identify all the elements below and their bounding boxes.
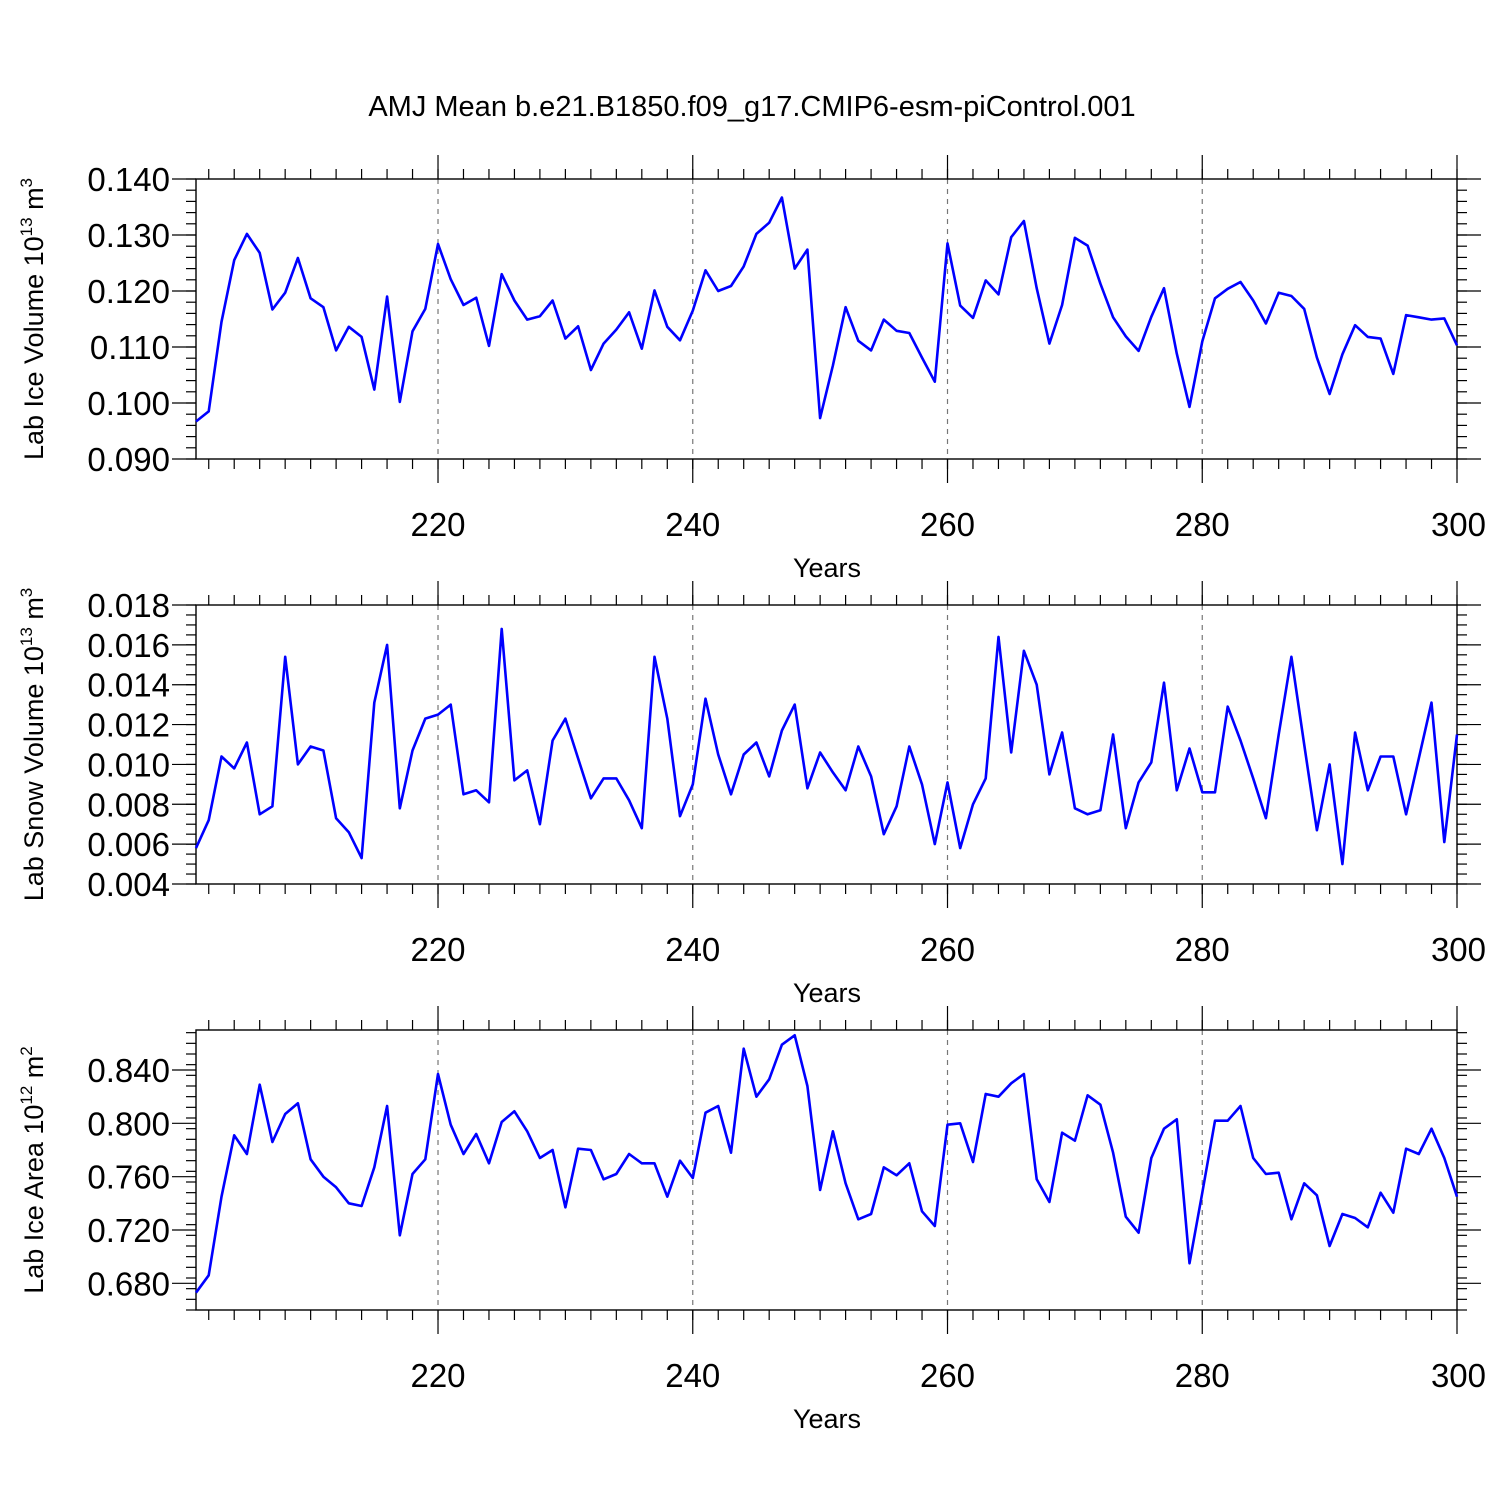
y-tick-label: 0.018 <box>87 587 170 624</box>
y-axis-label-exponent: 13 <box>17 217 36 236</box>
x-tick-label: 300 <box>1431 506 1486 543</box>
x-tick-label: 300 <box>1431 931 1486 968</box>
x-tick-label: 240 <box>665 506 720 543</box>
panel-3: 0.680 0.720 0.760 0.800 0.840 220 240 260 280 300… <box>17 1006 1486 1434</box>
plot-frame <box>195 604 1458 885</box>
x-axis-label: Years <box>793 978 861 1008</box>
y-tick-label: 0.680 <box>87 1265 170 1302</box>
y-tick-label: 0.016 <box>87 627 170 664</box>
x-tick-label: 280 <box>1175 506 1230 543</box>
x-axis-label: Years <box>793 553 861 583</box>
x-tick-label: 260 <box>920 506 975 543</box>
y-axis-label-text: Lab Ice Area 10 <box>19 1105 49 1294</box>
y-tick-label: 0.012 <box>87 707 170 744</box>
y-axis-label-exponent: 13 <box>17 627 36 646</box>
x-axis-label: Years <box>793 1404 861 1434</box>
y-tick-label: 0.008 <box>87 786 170 823</box>
y-axis-label-unit: m <box>19 187 49 217</box>
panel-2: 0.0040.0060.0080.0100.0120.0140.0160.018… <box>17 581 1486 1008</box>
x-tick-label: 220 <box>410 506 465 543</box>
x-tick-label: 220 <box>410 931 465 968</box>
y-tick-label: 0.130 <box>87 217 170 254</box>
series-line <box>194 627 1459 866</box>
x-tick-label: 240 <box>665 1357 720 1394</box>
y-axis-label-unit-exponent: 3 <box>17 588 36 597</box>
x-tick-label: 240 <box>665 931 720 968</box>
y-tick-label: 0.140 <box>87 161 170 198</box>
y-axis-label-unit: m <box>19 1056 49 1086</box>
y-tick-label: 0.014 <box>87 667 170 704</box>
y-axis-label-unit-exponent: 3 <box>17 178 36 187</box>
y-tick-label: 0.100 <box>87 385 170 422</box>
y-axis-label: Lab Ice Volume 1013 m3 <box>17 178 49 460</box>
y-tick-label: 0.090 <box>87 441 170 478</box>
y-tick-label: 0.840 <box>87 1052 170 1089</box>
x-tick-label: 280 <box>1175 931 1230 968</box>
y-tick-label: 0.760 <box>87 1159 170 1196</box>
y-axis-label: Lab Snow Volume 1013 m3 <box>17 588 49 902</box>
y-tick-label: 0.120 <box>87 273 170 310</box>
y-tick-label: 0.006 <box>87 826 170 863</box>
plot-frame <box>195 1029 1458 1311</box>
y-tick-label: 0.010 <box>87 746 170 783</box>
y-tick-label: 0.004 <box>87 866 170 903</box>
y-axis-label-text: Lab Ice Volume 10 <box>19 236 49 460</box>
y-axis-label-exponent: 12 <box>17 1086 36 1105</box>
x-tick-label: 280 <box>1175 1357 1230 1394</box>
chart-title: AMJ Mean b.e21.B1850.f09_g17.CMIP6-esm-p… <box>368 91 1135 123</box>
y-tick-label: 0.110 <box>90 329 170 366</box>
y-axis-label-text: Lab Snow Volume 10 <box>19 646 49 901</box>
series-line <box>195 196 1459 423</box>
x-tick-label: 300 <box>1431 1357 1486 1394</box>
x-tick-label: 260 <box>920 931 975 968</box>
x-tick-label: 260 <box>920 1357 975 1394</box>
y-axis-label-unit-exponent: 2 <box>17 1046 36 1055</box>
y-tick-label: 0.720 <box>87 1212 170 1249</box>
chart-panels: 0.090 0.100 0.110 0.120 0.130 0.140 220 240 260 2… <box>17 155 1486 1434</box>
series-line <box>194 1034 1459 1294</box>
x-tick-label: 220 <box>410 1357 465 1394</box>
y-axis-label-unit: m <box>19 597 49 627</box>
y-axis-label: Lab Ice Area 1012 m2 <box>17 1046 49 1294</box>
plot-frame <box>195 178 1458 460</box>
y-tick-label: 0.800 <box>87 1105 170 1142</box>
panel-1: 0.090 0.100 0.110 0.120 0.130 0.140 220 240 260 2… <box>17 155 1486 583</box>
